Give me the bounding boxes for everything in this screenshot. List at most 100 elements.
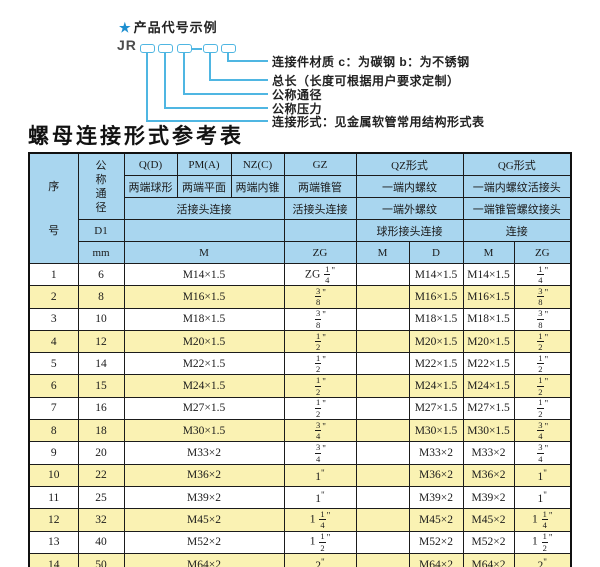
cell-mm: 50 xyxy=(77,552,125,567)
cell-qz-m xyxy=(355,463,410,487)
cell-qz-d: M24×1.5 xyxy=(408,374,464,398)
cell-qz-d: M30×1.5 xyxy=(408,419,464,443)
cell-qz-m xyxy=(355,262,410,287)
cell-mm: 25 xyxy=(77,485,125,510)
cell-qg-m: M14×1.5 xyxy=(462,262,515,287)
cell-qg-m: M16×1.5 xyxy=(462,285,515,309)
code-dash xyxy=(192,48,202,50)
cell-qz-m xyxy=(355,441,410,465)
header-union-connection: 活接头连接 xyxy=(123,197,285,220)
cell-qz-d: M20×1.5 xyxy=(408,329,464,354)
cell-qg-zg: 1 2 " xyxy=(513,352,572,376)
code-box-4 xyxy=(203,44,218,53)
table-body: 1 6 M14×1.5 ZG 1 4 " M14×1.5 M14×1.5 1 4 " 2 8 M16×1.… xyxy=(28,262,572,567)
table-row: 12 32 M45×2 1 1 4 " M45×2 M45×2 1 1 4 " xyxy=(28,508,572,532)
cell-gz: 3 4 " xyxy=(283,419,357,443)
header-d1: D1 xyxy=(77,219,125,242)
connector-line xyxy=(209,52,211,79)
cell-no: 10 xyxy=(28,463,79,487)
cell-gz: 1 1 2 " xyxy=(283,530,357,554)
header-mm: mm xyxy=(77,241,125,264)
cell-no: 7 xyxy=(28,396,79,421)
header-nominal-diameter: 公 称 通 径 xyxy=(77,152,125,220)
code-box-3 xyxy=(177,44,192,53)
cell-qg-m: M22×1.5 xyxy=(462,352,515,376)
code-label-pressure: 公称压力 xyxy=(272,102,323,116)
cell-no: 9 xyxy=(28,441,79,465)
cell-qz-d: M52×2 xyxy=(408,530,464,554)
header-q: Q(D) xyxy=(123,152,178,176)
cell-qz-m xyxy=(355,352,410,376)
cell-m: M45×2 xyxy=(123,508,285,532)
cell-qz-m xyxy=(355,307,410,331)
code-label-connection: 连接形式：见金属软管常用结构形式表 xyxy=(272,115,485,129)
cell-qz-d: M33×2 xyxy=(408,441,464,465)
cell-mm: 22 xyxy=(77,463,125,487)
cell-m: M52×2 xyxy=(123,530,285,554)
table-row: 14 50 M64×2 2" M64×2 M64×2 2" xyxy=(28,552,572,567)
code-box-5 xyxy=(221,44,236,53)
product-code-heading: ★ 产品代号示例 xyxy=(119,17,218,36)
cell-qz-m xyxy=(355,374,410,398)
cell-m: M30×1.5 xyxy=(123,419,285,443)
header-m3: M xyxy=(123,241,285,264)
cell-qz-m xyxy=(355,552,410,567)
code-box-2 xyxy=(158,44,173,53)
cell-m: M24×1.5 xyxy=(123,374,285,398)
cell-m: M39×2 xyxy=(123,485,285,510)
cell-qz-d: M16×1.5 xyxy=(408,285,464,309)
connector-line xyxy=(209,79,268,81)
cell-qg-zg: 2" xyxy=(513,552,572,567)
header-blank-gz xyxy=(283,219,357,242)
cell-m: M64×2 xyxy=(123,552,285,567)
cell-mm: 20 xyxy=(77,441,125,465)
product-code-heading-text: 产品代号示例 xyxy=(133,20,218,35)
cell-mm: 6 xyxy=(77,262,125,287)
cell-qg-zg: 1" xyxy=(513,485,572,510)
nut-connection-table: 序 号 公 称 通 径 Q(D) PM(A) NZ(C) GZ QZ形式 QG形… xyxy=(28,152,573,567)
table-row: 1 6 M14×1.5 ZG 1 4 " M14×1.5 M14×1.5 1 4 " xyxy=(28,262,572,287)
header-gz-union: 活接头连接 xyxy=(283,197,357,220)
table-row: 2 8 M16×1.5 3 8 " M16×1.5 M16×1.5 3 8 " xyxy=(28,285,572,309)
cell-qz-d: M45×2 xyxy=(408,508,464,532)
cell-qg-m: M36×2 xyxy=(462,463,515,487)
connector-line xyxy=(146,52,148,120)
header-qg-sub1: 一端内螺纹活接头 xyxy=(462,175,572,198)
cell-no: 3 xyxy=(28,307,79,331)
table-row: 13 40 M52×2 1 1 2 " M52×2 M52×2 1 1 2 " xyxy=(28,530,572,554)
header-qz-sub3: 球形接头连接 xyxy=(355,219,464,242)
cell-mm: 14 xyxy=(77,352,125,376)
cell-qg-zg: 3 4 " xyxy=(513,441,572,465)
cell-qz-m xyxy=(355,485,410,510)
code-label-diameter: 公称通径 xyxy=(272,88,323,102)
header-qg-form: QG形式 xyxy=(462,152,572,176)
cell-mm: 15 xyxy=(77,374,125,398)
cell-qg-m: M30×1.5 xyxy=(462,419,515,443)
header-nz-sub: 两端内锥 xyxy=(230,175,285,198)
code-prefix: JR xyxy=(117,37,137,53)
cell-qz-m xyxy=(355,419,410,443)
cell-m: M36×2 xyxy=(123,463,285,487)
cell-gz: 1 1 4 " xyxy=(283,508,357,532)
header-pm: PM(A) xyxy=(176,152,232,176)
table-row: 5 14 M22×1.5 1 2 " M22×1.5 M22×1.5 1 2 " xyxy=(28,352,572,376)
cell-gz: ZG 1 4 " xyxy=(283,262,357,287)
cell-qg-zg: 1" xyxy=(513,463,572,487)
cell-m: M20×1.5 xyxy=(123,329,285,354)
cell-m: M18×1.5 xyxy=(123,307,285,331)
cell-qz-d: M14×1.5 xyxy=(408,262,464,287)
connector-line xyxy=(227,60,268,62)
cell-qg-zg: 1 2 " xyxy=(513,396,572,421)
